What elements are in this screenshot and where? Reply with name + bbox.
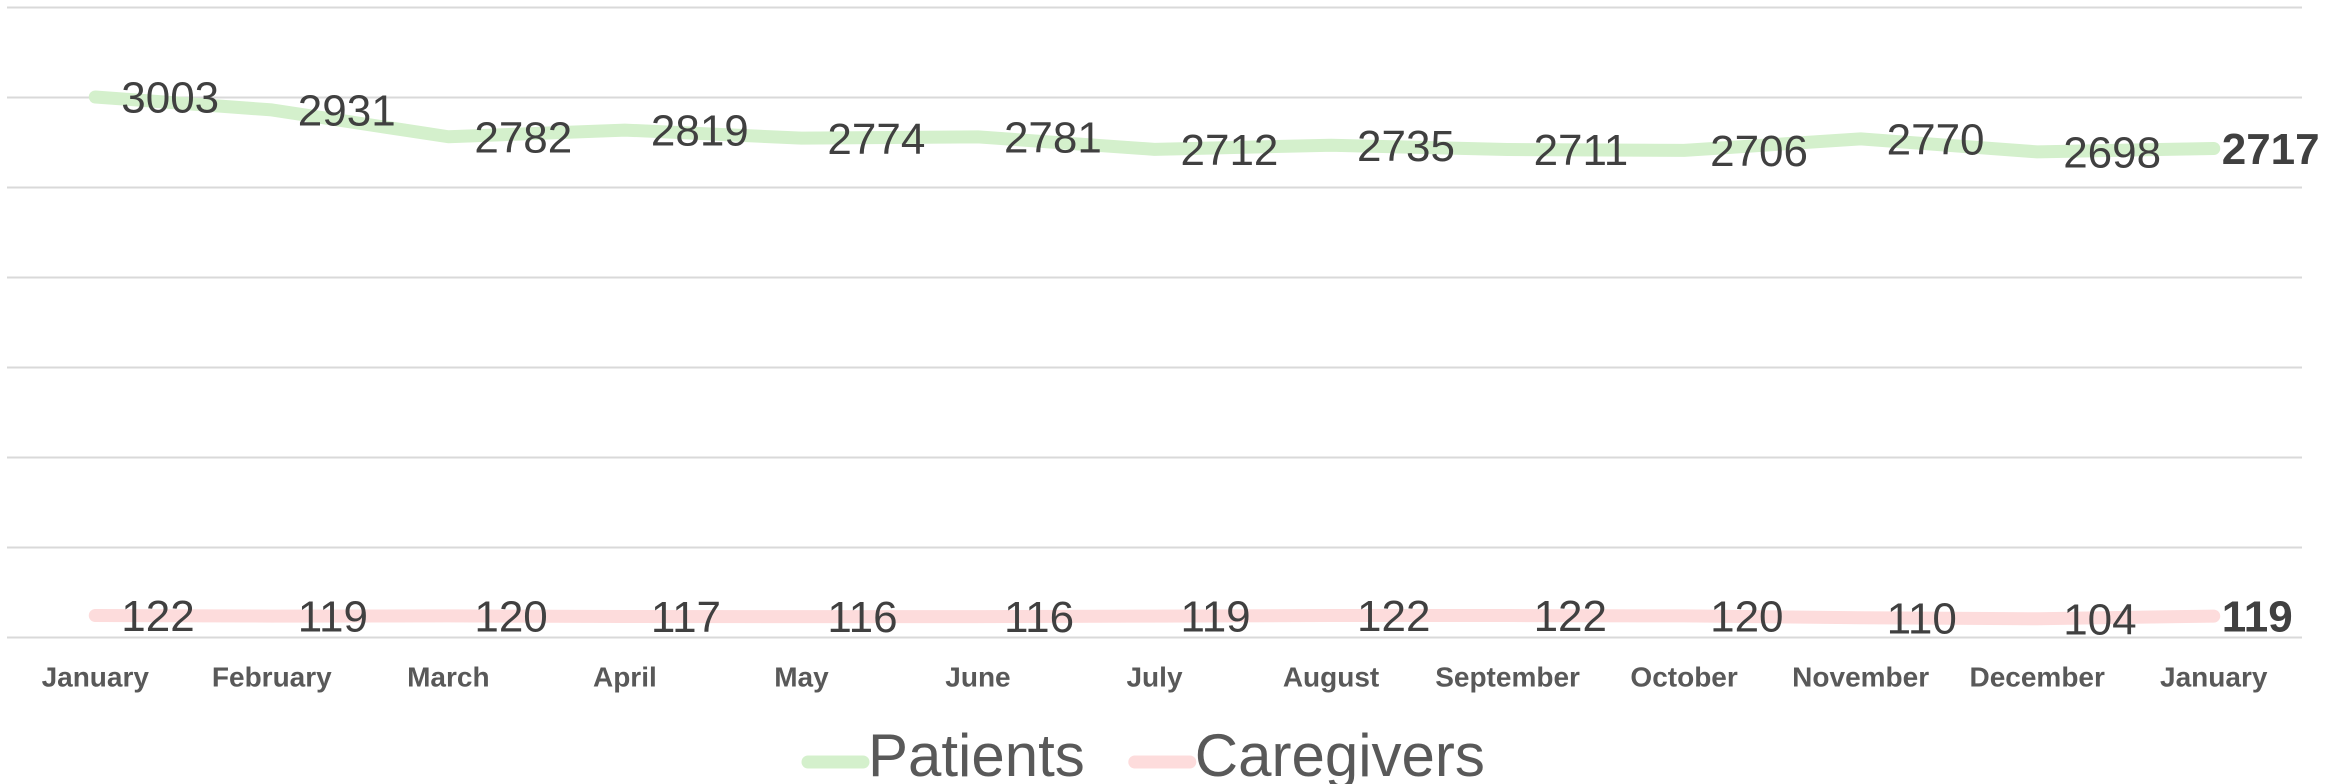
data-label: 119 [2222,593,2293,642]
data-label: 120 [1710,593,1783,642]
x-tick-label: July [1126,661,1182,692]
x-tick-label: August [1283,661,1379,692]
x-tick-label: January [2160,661,2268,692]
x-tick-label: March [407,661,489,692]
data-label: 2819 [651,107,749,156]
data-label: 2712 [1181,126,1279,175]
series-line [88,609,2221,626]
data-label: 122 [121,592,194,641]
data-label: 2711 [1534,126,1629,175]
data-label: 119 [298,593,368,642]
x-tick-label: December [1969,661,2105,692]
data-label: 122 [1357,592,1430,641]
data-label: 2781 [1004,114,1102,163]
data-label: 2931 [298,87,396,136]
data-label: 117 [651,593,721,642]
x-tick-label: October [1630,661,1737,692]
data-label: 104 [2063,595,2136,644]
x-tick-label: April [593,661,657,692]
x-tick-label: September [1435,661,1580,692]
series-line [88,90,2221,159]
legend-label: Caregivers [1195,722,1485,784]
data-label: 2770 [1887,116,1985,165]
data-label: 2782 [474,113,572,162]
x-tick-label: June [945,661,1010,692]
data-label: 2735 [1357,122,1455,171]
x-tick-label: November [1792,661,1929,692]
x-tick-label: May [774,661,829,692]
data-label: 2774 [827,115,925,164]
data-label: 2717 [2222,125,2320,174]
data-label: 116 [1004,593,1074,642]
x-tick-label: February [212,661,332,692]
data-label: 2706 [1710,127,1808,176]
data-label: 110 [1887,594,1957,643]
data-label: 119 [1181,593,1251,642]
data-label: 120 [474,593,547,642]
data-label: 122 [1534,592,1607,641]
data-label: 2698 [2063,128,2161,177]
x-tick-label: January [42,661,150,692]
legend-label: Patients [868,722,1085,784]
data-label: 116 [827,593,897,642]
data-label: 3003 [121,74,219,123]
